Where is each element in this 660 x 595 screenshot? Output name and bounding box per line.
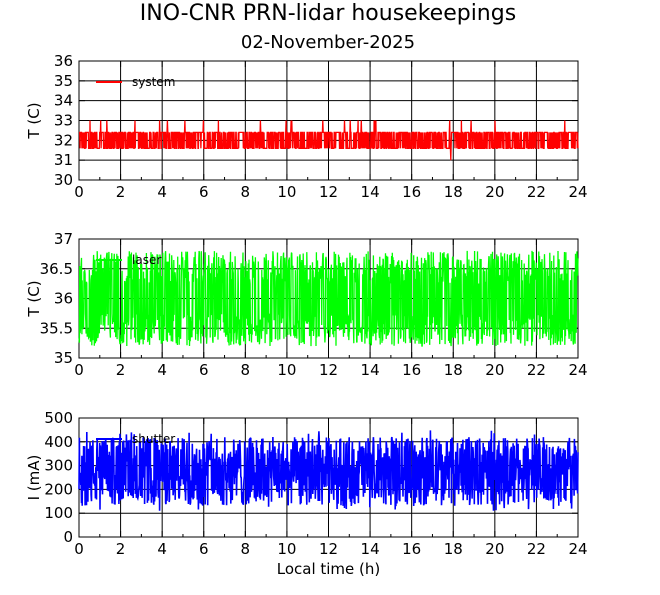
x-tick-label: 20 <box>485 183 504 201</box>
x-tick-label: 24 <box>568 361 587 379</box>
x-tick-label: 0 <box>74 361 84 379</box>
legend-label: laser <box>132 253 161 267</box>
y-tick-label: 100 <box>44 504 73 522</box>
x-tick-label: 24 <box>568 540 587 558</box>
x-tick-label: 14 <box>361 540 380 558</box>
y-tick-label: 200 <box>44 480 73 498</box>
series-laser <box>78 250 579 347</box>
figure-title: INO-CNR PRN-lidar housekeepings <box>140 1 516 26</box>
x-tick-label: 4 <box>157 361 167 379</box>
y-tick-label: 300 <box>44 457 73 475</box>
x-tick-label: 18 <box>444 361 463 379</box>
x-tick-label: 16 <box>402 183 421 201</box>
y-tick-label: 31 <box>54 151 73 169</box>
y-tick-label: 500 <box>44 409 73 427</box>
y-tick-label: 35.5 <box>40 319 73 337</box>
y-tick-label: 33 <box>54 112 73 130</box>
y-tick-label: 37 <box>54 230 73 248</box>
y-tick-label: 36 <box>54 290 73 308</box>
x-tick-label: 4 <box>157 183 167 201</box>
x-tick-label: 20 <box>485 361 504 379</box>
x-tick-label: 14 <box>361 361 380 379</box>
figure-subtitle: 02-November-2025 <box>241 32 415 53</box>
y-axis-label: T (C) <box>25 280 43 317</box>
y-axis-label: I (mA) <box>25 455 43 501</box>
y-tick-label: 36 <box>54 52 73 70</box>
x-tick-label: 16 <box>402 361 421 379</box>
x-tick-label: 20 <box>485 540 504 558</box>
x-tick-label: 6 <box>199 540 209 558</box>
x-tick-label: 8 <box>241 183 251 201</box>
y-tick-label: 34 <box>54 92 73 110</box>
x-tick-label: 14 <box>361 183 380 201</box>
x-tick-label: 18 <box>444 183 463 201</box>
series-system <box>79 120 579 161</box>
legend-label: shutter <box>132 432 175 446</box>
x-tick-label: 12 <box>319 540 338 558</box>
x-tick-label: 2 <box>116 361 126 379</box>
y-tick-label: 36.5 <box>40 260 73 278</box>
x-tick-label: 10 <box>277 361 296 379</box>
x-tick-label: 24 <box>568 183 587 201</box>
x-tick-label: 2 <box>116 183 126 201</box>
x-tick-label: 18 <box>444 540 463 558</box>
x-tick-label: 6 <box>199 183 209 201</box>
y-tick-label: 30 <box>54 171 73 189</box>
y-tick-label: 35 <box>54 349 73 367</box>
y-tick-label: 400 <box>44 433 73 451</box>
series-shutter <box>78 430 579 511</box>
y-tick-label: 35 <box>54 72 73 90</box>
x-tick-label: 0 <box>74 540 84 558</box>
x-tick-label: 8 <box>241 361 251 379</box>
x-tick-label: 22 <box>527 540 546 558</box>
x-axis-label: Local time (h) <box>277 560 381 578</box>
x-tick-label: 12 <box>319 361 338 379</box>
y-axis-label: T (C) <box>25 102 43 139</box>
x-tick-label: 12 <box>319 183 338 201</box>
x-tick-label: 4 <box>157 540 167 558</box>
legend-label: system <box>132 75 175 89</box>
x-tick-label: 22 <box>527 183 546 201</box>
y-tick-label: 0 <box>63 528 73 546</box>
x-tick-label: 22 <box>527 361 546 379</box>
x-tick-label: 0 <box>74 183 84 201</box>
x-tick-label: 16 <box>402 540 421 558</box>
x-tick-label: 8 <box>241 540 251 558</box>
x-tick-label: 2 <box>116 540 126 558</box>
y-tick-label: 32 <box>54 131 73 149</box>
x-tick-label: 10 <box>277 183 296 201</box>
x-tick-label: 6 <box>199 361 209 379</box>
x-tick-label: 10 <box>277 540 296 558</box>
